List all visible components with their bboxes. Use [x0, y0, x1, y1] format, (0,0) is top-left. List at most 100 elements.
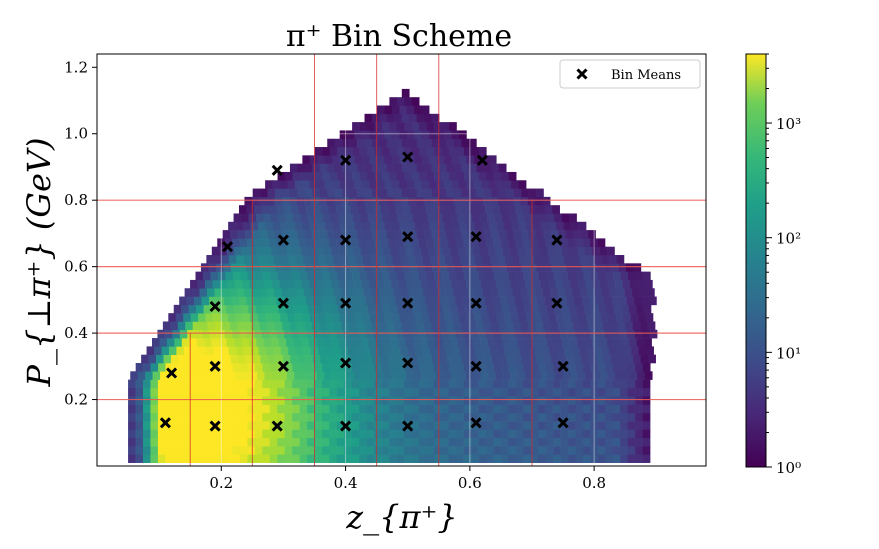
heatmap-cell: [307, 421, 315, 430]
heatmap-cell: [312, 354, 321, 364]
heatmap-cell: [433, 446, 442, 455]
heatmap-cell: [299, 412, 308, 422]
heatmap-cell: [373, 238, 382, 248]
heatmap-cell: [421, 180, 430, 189]
bin-mean-marker: [340, 154, 352, 166]
heatmap-cell: [583, 304, 592, 314]
heatmap-cell: [230, 263, 239, 272]
heatmap-cell: [590, 404, 599, 414]
heatmap-cell: [228, 221, 236, 231]
heatmap-cell: [250, 313, 259, 322]
heatmap-cell: [524, 213, 533, 223]
heatmap-cell: [242, 279, 251, 289]
heatmap-cell: [394, 188, 403, 198]
heatmap-cell: [486, 304, 495, 314]
heatmap-cell: [251, 255, 259, 264]
heatmap-cell: [135, 446, 144, 455]
heatmap-cell: [279, 371, 288, 380]
heatmap-cell: [181, 338, 190, 347]
heatmap-cell: [379, 263, 388, 272]
heatmap-cell: [321, 205, 329, 214]
heatmap-cell: [305, 354, 313, 364]
heatmap-cell: [254, 446, 263, 455]
heatmap-cell: [620, 387, 628, 397]
heatmap-cell: [277, 271, 286, 281]
heatmap-cell: [389, 271, 398, 281]
heatmap-cell: [354, 313, 363, 322]
heatmap-cell: [281, 196, 290, 206]
heatmap-cell: [148, 354, 157, 364]
heatmap-cell: [225, 412, 233, 422]
heatmap-cell: [232, 329, 240, 339]
heatmap-cell: [632, 321, 641, 331]
heatmap-cell: [648, 354, 656, 364]
heatmap-cell: [577, 338, 585, 347]
heatmap-cell: [165, 446, 174, 455]
heatmap-cell: [508, 271, 517, 281]
heatmap-cell: [399, 180, 408, 189]
heatmap-cell: [180, 387, 189, 397]
heatmap-cell: [361, 279, 370, 289]
heatmap-cell: [500, 421, 509, 430]
heatmap-cell: [187, 437, 196, 447]
heatmap-cell: [211, 304, 219, 314]
heatmap-cell: [612, 363, 621, 372]
heatmap-cell: [161, 346, 170, 355]
heatmap-cell: [329, 363, 338, 372]
heatmap-cell: [167, 371, 176, 380]
heatmap-cell: [612, 437, 621, 447]
heatmap-cell: [427, 213, 436, 223]
bin-mean-marker: [557, 360, 569, 372]
heatmap-cell: [229, 321, 238, 331]
heatmap-cell: [195, 429, 203, 439]
heatmap-cell: [321, 437, 330, 447]
heatmap-cell: [344, 396, 353, 405]
heatmap-cell: [571, 221, 579, 231]
heatmap-cell: [526, 221, 535, 231]
heatmap-cell: [488, 371, 496, 380]
heatmap-cell: [605, 271, 614, 281]
heatmap-cell: [257, 221, 266, 231]
heatmap-cell: [541, 346, 550, 355]
heatmap-cell: [269, 446, 278, 455]
heatmap-cell: [277, 404, 285, 414]
heatmap-cell: [381, 404, 390, 414]
heatmap-cell: [456, 421, 464, 430]
heatmap-cell: [266, 288, 275, 297]
heatmap-cell: [336, 396, 345, 405]
heatmap-cell: [272, 221, 281, 231]
heatmap-cell: [358, 238, 367, 248]
heatmap-cell: [464, 213, 473, 223]
heatmap-cell: [353, 246, 362, 256]
heatmap-cell: [239, 412, 248, 422]
heatmap-cell: [239, 446, 248, 455]
heatmap-cell: [582, 437, 591, 447]
heatmap-cell: [289, 321, 298, 331]
heatmap-cell: [381, 454, 390, 463]
heatmap-cell: [329, 412, 338, 422]
heatmap-cell: [232, 446, 241, 455]
heatmap-cell: [467, 346, 475, 355]
heatmap-cell: [536, 263, 545, 272]
heatmap-cell: [447, 296, 456, 306]
heatmap-cell: [163, 354, 172, 364]
heatmap-cell: [269, 379, 278, 389]
heatmap-cell: [484, 296, 493, 306]
heatmap-cell: [417, 263, 425, 272]
heatmap-cell: [605, 387, 614, 397]
heatmap-cell: [180, 437, 189, 447]
heatmap-cell: [371, 288, 379, 297]
heatmap-cell: [493, 396, 502, 405]
heatmap-cell: [577, 279, 586, 289]
heatmap-cell: [535, 321, 544, 331]
heatmap-cell: [521, 354, 530, 364]
y-axis-ticks: 0.20.40.60.81.01.2: [64, 58, 97, 409]
heatmap-cell: [377, 346, 386, 355]
heatmap-cell: [518, 279, 526, 289]
heatmap-cell: [515, 238, 524, 248]
heatmap-cell: [585, 313, 594, 322]
heatmap-cell: [404, 271, 413, 281]
heatmap-cell: [456, 454, 464, 463]
heatmap-cell: [420, 338, 429, 347]
heatmap-cell: [441, 363, 450, 372]
